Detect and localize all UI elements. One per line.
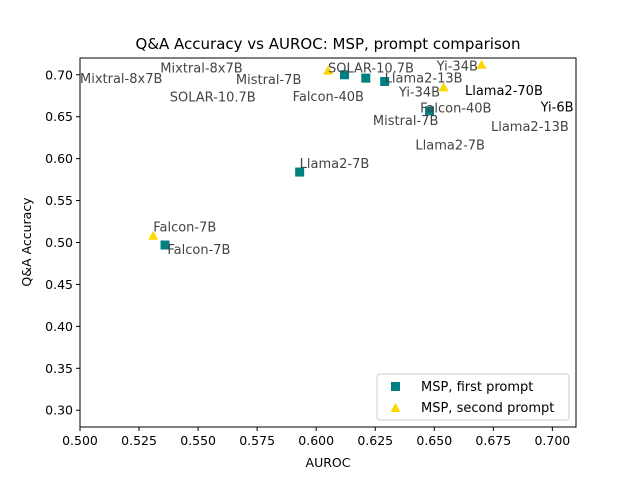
legend-square-marker [391, 382, 400, 391]
axes-frame [79, 57, 577, 428]
x-tick-label: 0.575 [239, 433, 275, 448]
data-point-first-prompt [295, 167, 305, 177]
point-label: Mistral-7B [373, 114, 439, 129]
point-label: Yi-34B [436, 60, 478, 75]
point-label: Llama2-13B [491, 120, 569, 135]
data-point-first-prompt [380, 76, 390, 86]
x-tick-label: 0.625 [357, 433, 393, 448]
legend-entry-first-prompt: MSP, first prompt [421, 380, 533, 395]
legend: MSP, first prompt MSP, second prompt [376, 373, 570, 421]
y-axis-label: Q&A Accuracy [19, 197, 34, 287]
y-tick-label: 0.40 [45, 319, 73, 334]
point-label: Falcon-40B [420, 102, 491, 117]
y-tick-label: 0.35 [45, 361, 73, 376]
data-point-first-prompt [340, 70, 350, 80]
x-axis-label: AUROC [306, 455, 351, 470]
point-label: SOLAR-10.7B [328, 61, 414, 76]
x-tick-label: 0.675 [475, 433, 511, 448]
point-label: Yi-6B [540, 101, 574, 116]
point-label: Llama2-13B [385, 71, 463, 86]
x-tick-label: 0.650 [416, 433, 452, 448]
x-tick-label: 0.600 [298, 433, 334, 448]
x-tick-label: 0.550 [180, 433, 216, 448]
data-point-first-prompt [160, 240, 170, 250]
point-label: Falcon-7B [167, 243, 230, 258]
x-tick-label: 0.525 [121, 433, 157, 448]
point-label: Mixtral-8x7B [160, 61, 242, 76]
point-label: Falcon-40B [293, 90, 364, 105]
point-label: Llama2-7B [300, 157, 370, 172]
point-label: Falcon-7B [153, 221, 216, 236]
data-point-first-prompt [425, 106, 435, 116]
legend-entry-second-prompt: MSP, second prompt [421, 401, 554, 416]
point-label: Llama2-70B [465, 84, 543, 99]
y-tick-label: 0.55 [45, 193, 73, 208]
y-tick-label: 0.65 [45, 109, 73, 124]
data-point-second-prompt [148, 230, 159, 240]
legend-triangle-marker [390, 403, 401, 412]
point-label: Mixtral-8x7B [80, 72, 162, 87]
point-label: SOLAR-10.7B [170, 91, 256, 106]
x-tick-label: 0.700 [534, 433, 570, 448]
point-label: Yi-34B [398, 86, 440, 101]
data-point-second-prompt [476, 59, 487, 69]
x-tick-label: 0.500 [62, 433, 98, 448]
plot-area: 0.500 0.525 0.550 0.575 0.600 0.625 0.650 0.675… [45, 60, 573, 448]
point-label: Llama2-7B [415, 138, 485, 153]
y-tick-label: 0.45 [45, 277, 73, 292]
data-point-first-prompt [361, 73, 371, 83]
point-label: Mistral-7B [236, 73, 302, 88]
y-tick-label: 0.50 [45, 235, 73, 250]
data-point-second-prompt [323, 65, 333, 75]
y-tick-label: 0.70 [45, 67, 73, 82]
chart-title: Q&A Accuracy vs AUROC: MSP, prompt compa… [136, 35, 521, 53]
y-tick-label: 0.60 [45, 151, 73, 166]
data-point-second-prompt [438, 82, 449, 92]
legend-box [376, 373, 570, 421]
y-tick-label: 0.30 [45, 403, 73, 418]
